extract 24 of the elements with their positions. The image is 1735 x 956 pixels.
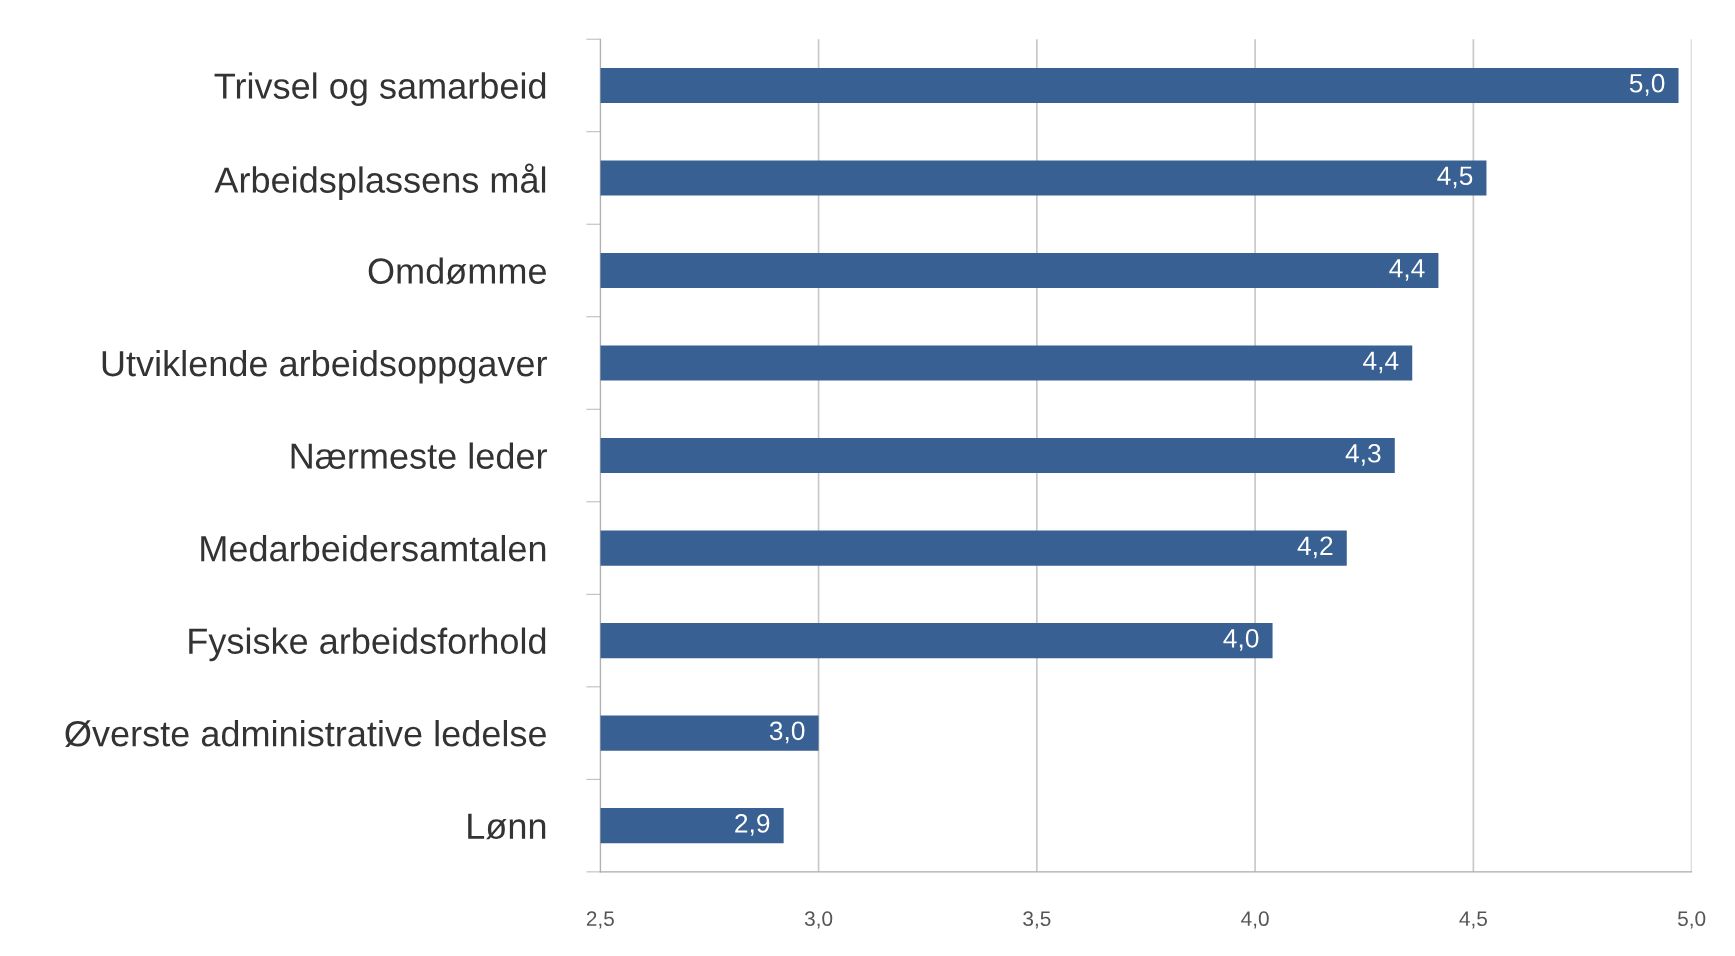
- x-tick-label: 3,0: [804, 911, 833, 929]
- y-tick-label: Lønn: [468, 813, 546, 840]
- y-tick-label: Omdømme: [368, 257, 546, 285]
- x-tick-label: 5,0: [1677, 911, 1706, 929]
- y-tick-label: Fysiske arbeidsforhold: [189, 627, 546, 662]
- y-tick-label: Nærmeste leder: [291, 442, 547, 469]
- data-label: 4,3: [1345, 443, 1381, 466]
- x-tick-label: 4,0: [1241, 911, 1269, 929]
- y-tick-label: Arbeidsplassens mål: [214, 163, 546, 201]
- data-label: 2,9: [735, 814, 770, 836]
- x-tick-label: 3,5: [1023, 911, 1051, 929]
- data-label: 4,4: [1363, 351, 1399, 374]
- y-tick-label: Øverste administrative ledelse: [65, 720, 546, 748]
- x-tick-label: 4,5: [1459, 911, 1487, 929]
- data-label: 4,4: [1389, 259, 1425, 281]
- data-label: 4,5: [1437, 166, 1473, 189]
- x-tick-label: 2,5: [586, 911, 614, 929]
- data-label: 4,2: [1297, 536, 1333, 559]
- data-label: 4,0: [1223, 628, 1259, 651]
- data-label: 3,0: [769, 721, 805, 744]
- y-tick-label: Utviklende arbeidsoppgaver: [102, 349, 547, 384]
- data-label: 5,0: [1629, 73, 1665, 96]
- y-tick-label: Trivsel og samarbeid: [214, 72, 546, 107]
- y-tick-label: Medarbeidersamtalen: [201, 534, 546, 562]
